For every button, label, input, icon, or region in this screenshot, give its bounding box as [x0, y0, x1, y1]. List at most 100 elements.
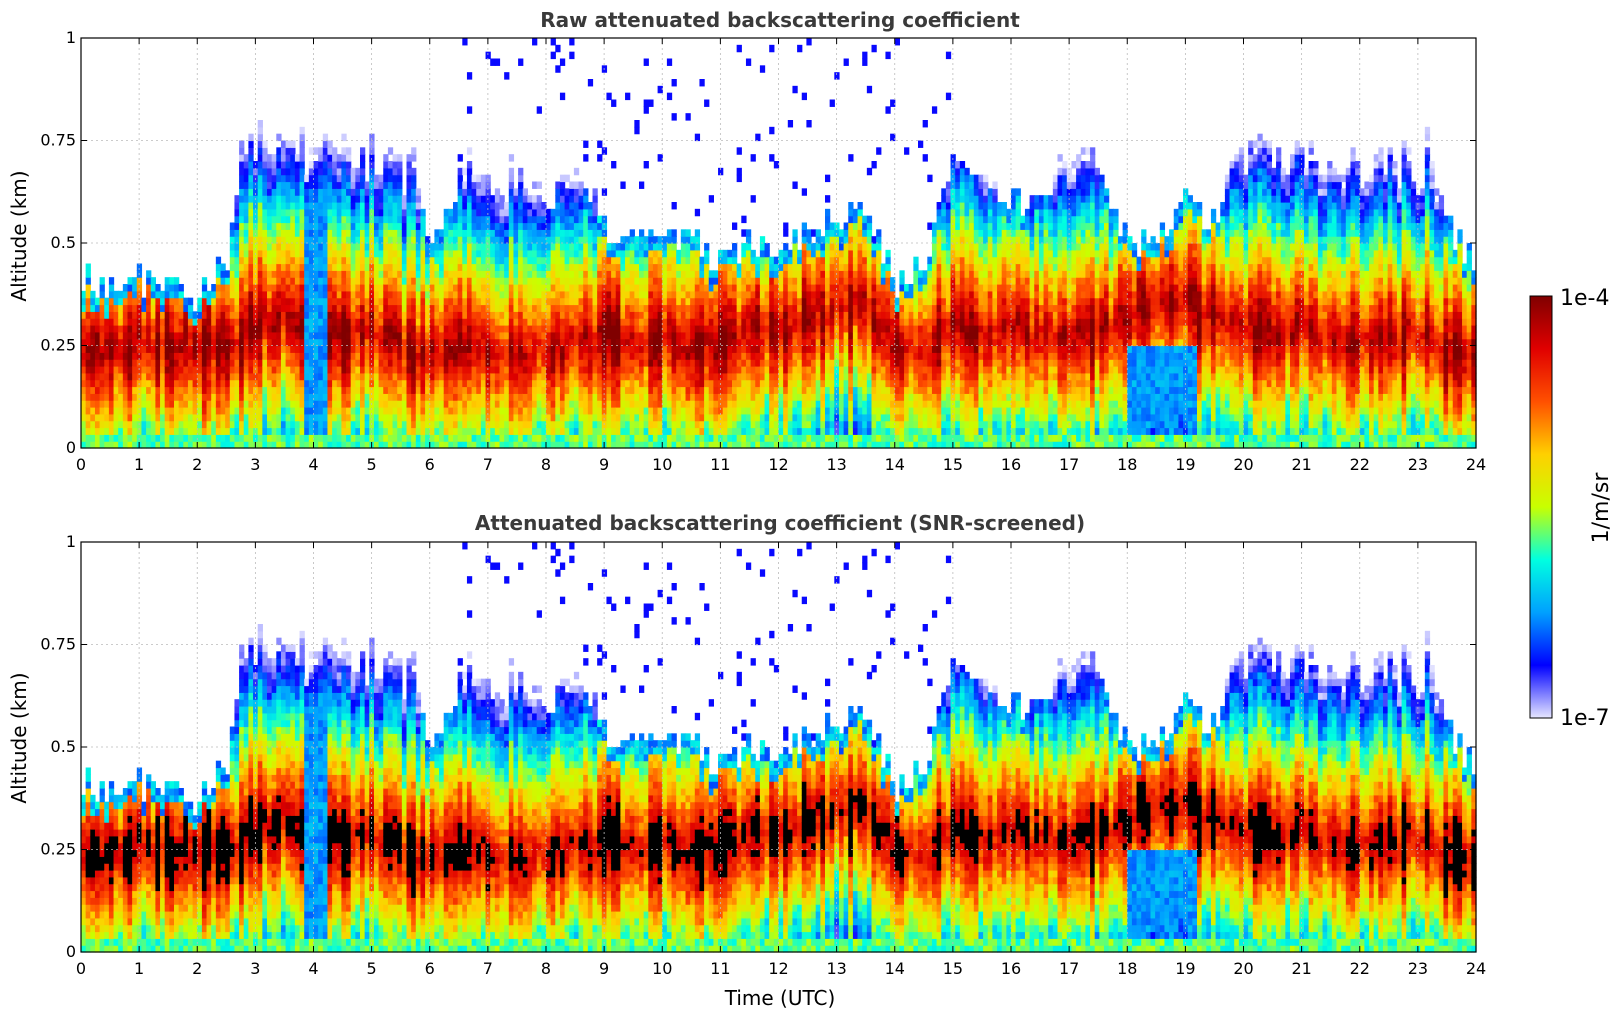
heatmap-cell [286, 298, 291, 305]
heatmap-cell [276, 229, 281, 236]
heatmap-cell [314, 195, 319, 202]
heatmap-cell [151, 373, 156, 380]
heatmap-cell [141, 428, 146, 435]
heatmap-cell [104, 298, 109, 305]
heatmap-cell [211, 291, 216, 298]
heatmap-cell [300, 195, 305, 202]
heatmap-cell [239, 407, 244, 414]
heatmap-cell [109, 393, 114, 400]
heatmap-cell [262, 305, 267, 312]
heatmap-cell [244, 311, 249, 318]
heatmap-cell [141, 380, 146, 387]
heatmap-cell [304, 298, 309, 305]
heatmap-cell [188, 373, 193, 380]
heatmap-cell [165, 339, 170, 346]
heatmap-cell [300, 339, 305, 346]
heatmap-cell [323, 311, 328, 318]
heatmap-cell [300, 209, 305, 216]
heatmap-cell [234, 352, 239, 359]
heatmap-cell [323, 147, 328, 154]
heatmap-cell [109, 387, 114, 394]
heatmap-cell [286, 209, 291, 216]
heatmap-cell [95, 339, 100, 346]
heatmap-cell [104, 339, 109, 346]
heatmap-cell [239, 264, 244, 271]
heatmap-cell [248, 366, 253, 373]
heatmap-cell [95, 400, 100, 407]
heatmap-cell [239, 400, 244, 407]
heatmap-cell [304, 270, 309, 277]
heatmap-cell [281, 311, 286, 318]
heatmap-cell [109, 298, 114, 305]
heatmap-cell [169, 339, 174, 346]
heatmap-cell [295, 339, 300, 346]
heatmap-cell [272, 400, 277, 407]
heatmap-cell [239, 236, 244, 243]
heatmap-cell [132, 407, 137, 414]
heatmap-cell [327, 161, 332, 168]
heatmap-cell [202, 346, 207, 353]
heatmap-cell [160, 346, 165, 353]
heatmap-cell [323, 359, 328, 366]
heatmap-cell [239, 380, 244, 387]
heatmap-cell [100, 373, 105, 380]
heatmap-cell [323, 352, 328, 359]
heatmap-cell [286, 277, 291, 284]
heatmap-cell [244, 380, 249, 387]
heatmap-cell [314, 407, 319, 414]
heatmap-cell [221, 277, 226, 284]
heatmap-cell [132, 305, 137, 312]
heatmap-cell [253, 182, 258, 189]
heatmap-cell [244, 359, 249, 366]
heatmap-cell [286, 352, 291, 359]
heatmap-cell [258, 428, 263, 435]
heatmap-cell [193, 359, 198, 366]
heatmap-cell [234, 257, 239, 264]
heatmap-cell [128, 380, 133, 387]
heatmap-cell [258, 182, 263, 189]
heatmap-cell [211, 428, 216, 435]
heatmap-cell [248, 352, 253, 359]
heatmap-cell [188, 393, 193, 400]
heatmap-cell [267, 339, 272, 346]
heatmap-cell [314, 236, 319, 243]
heatmap-cell [174, 318, 179, 325]
heatmap-cell [327, 243, 332, 250]
heatmap-cell [234, 305, 239, 312]
heatmap-cell [114, 305, 119, 312]
heatmap-cell [160, 414, 165, 421]
heatmap-cell [248, 229, 253, 236]
heatmap-cell [207, 414, 212, 421]
heatmap-cell [221, 366, 226, 373]
heatmap-cell [230, 421, 235, 428]
heatmap-cell [244, 270, 249, 277]
heatmap-cell [327, 380, 332, 387]
heatmap-cell [272, 202, 277, 209]
heatmap-cell [239, 141, 244, 148]
heatmap-cell [183, 346, 188, 353]
heatmap-cell [128, 346, 133, 353]
heatmap-cell [281, 264, 286, 271]
heatmap-cell [211, 318, 216, 325]
heatmap-cell [90, 339, 95, 346]
heatmap-cell [281, 332, 286, 339]
heatmap-cell [244, 414, 249, 421]
heatmap-cell [295, 359, 300, 366]
heatmap-cell [100, 298, 105, 305]
heatmap-cell [109, 305, 114, 312]
heatmap-cell [276, 366, 281, 373]
heatmap-cell [304, 182, 309, 189]
heatmap-cell [244, 216, 249, 223]
heatmap-cell [276, 195, 281, 202]
heatmap-cell [248, 387, 253, 394]
heatmap-cell [81, 311, 86, 318]
heatmap-cell [86, 359, 91, 366]
heatmap-cell [104, 311, 109, 318]
heatmap-cell [318, 366, 323, 373]
heatmap-cell [216, 284, 221, 291]
heatmap-cell [221, 339, 226, 346]
heatmap-cell [225, 284, 230, 291]
heatmap-cell [281, 188, 286, 195]
heatmap-cell [276, 393, 281, 400]
heatmap-cell [290, 298, 295, 305]
